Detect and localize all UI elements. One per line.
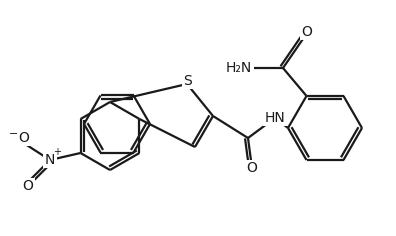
Text: S: S [184,74,192,88]
Text: O: O [247,161,257,175]
Text: O: O [302,25,312,39]
Text: H₂N: H₂N [226,61,252,75]
Text: +: + [53,147,61,157]
Text: −: − [10,129,19,139]
Text: HN: HN [265,111,286,125]
Text: O: O [19,131,29,145]
Text: N: N [45,153,55,167]
Text: O: O [23,179,33,193]
